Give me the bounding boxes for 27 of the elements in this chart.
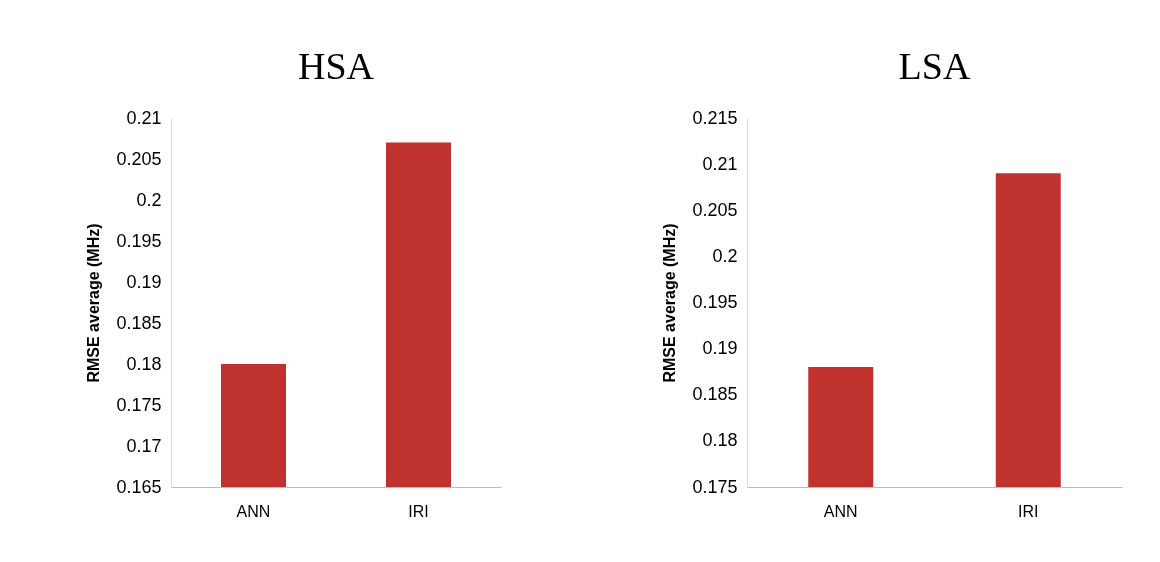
chart-title: HSA: [297, 45, 375, 87]
x-tick-label: IRI: [408, 502, 429, 520]
y-tick-label: 0.21: [702, 153, 738, 174]
x-tick-label: ANN: [823, 502, 858, 520]
y-tick-label: 0.175: [692, 476, 738, 497]
y-tick-label: 0.17: [126, 435, 162, 456]
y-tick-label: 0.2: [712, 245, 738, 266]
y-tick-label: 0.195: [116, 230, 162, 251]
y-axis-title: RMSE average (MHz): [661, 223, 679, 383]
y-tick-label: 0.21: [126, 107, 162, 128]
y-tick-label: 0.2: [136, 189, 162, 210]
y-tick-label: 0.205: [116, 148, 162, 169]
y-tick-label: 0.195: [692, 292, 738, 312]
y-tick-label: 0.165: [116, 476, 162, 497]
x-tick-label: IRI: [1018, 502, 1039, 520]
y-tick-label: 0.18: [702, 430, 738, 451]
y-tick-label: 0.205: [692, 199, 738, 220]
y-tick-label: 0.185: [692, 384, 738, 405]
y-tick-label: 0.175: [116, 394, 162, 415]
y-tick-label: 0.185: [116, 312, 162, 333]
y-tick-label: 0.18: [126, 353, 162, 374]
x-tick-label: ANN: [236, 502, 271, 520]
y-axis-title: RMSE average (MHz): [85, 223, 103, 383]
y-tick-label: 0.215: [692, 107, 738, 128]
y-tick-label: 0.19: [702, 338, 738, 359]
chart-title: LSA: [898, 45, 971, 87]
y-tick-label: 0.19: [126, 271, 162, 292]
